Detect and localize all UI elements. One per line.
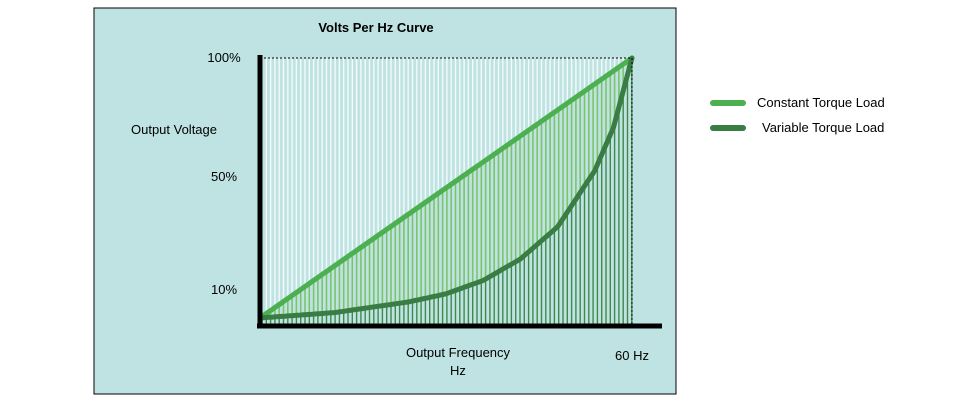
legend-label-variable-torque: Variable Torque Load [762,120,884,135]
series-line-constant-torque [257,55,635,321]
hatch-fill-layer [261,58,633,326]
x-tick-label-60hz: 60 Hz [615,348,649,363]
y-tick-label-100: 100% [207,50,241,65]
y-tick-label-50: 50% [211,169,237,184]
series-lines-layer [257,55,635,321]
y-tick-label-10: 10% [211,282,237,297]
series-line-variable-torque [257,55,635,321]
y-axis-label: Output Voltage [131,122,217,137]
legend-label-constant-torque: Constant Torque Load [757,95,885,110]
chart-title: Volts Per Hz Curve [318,20,433,35]
legend: Constant Torque Load Variable Torque Loa… [710,95,885,135]
x-axis-label: Output Frequency [406,345,511,360]
chart-background [93,7,677,395]
x-axis-unit: Hz [450,363,466,378]
